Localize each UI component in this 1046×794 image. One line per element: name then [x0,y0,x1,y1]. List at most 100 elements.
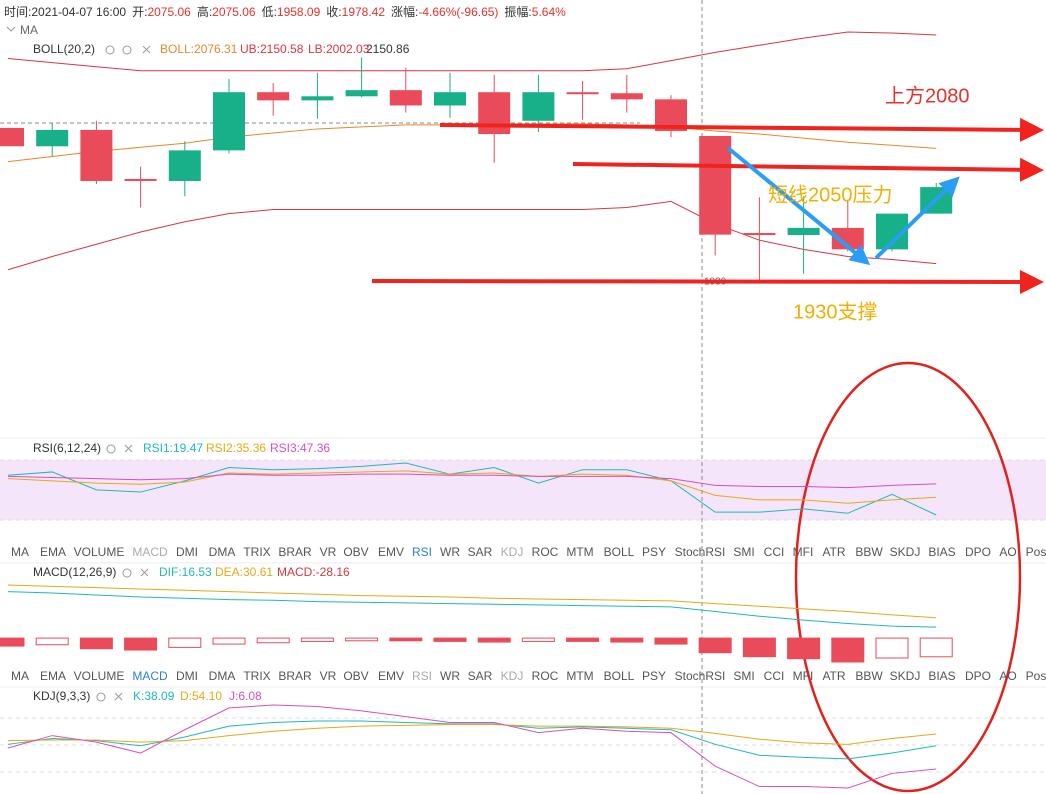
candle-body [0,127,24,147]
header-value: 1958.09 [277,5,321,19]
macd-bar [831,637,865,663]
indicator-tab[interactable]: MA [11,669,29,683]
macd-bar [300,637,334,642]
indicator-tab[interactable]: MTM [566,545,593,559]
indicator-tab[interactable]: MTM [566,669,593,683]
d-label: D:54.10 [180,689,222,703]
header: 时间:2021-04-07 16:00 开:2075.06 高:2075.06 低:1… [4,4,566,19]
rsi2-label: RSI2:35.36 [206,441,266,455]
indicator-tab[interactable]: MACD [132,669,168,683]
indicator-tab[interactable]: VR [320,545,337,559]
indicator-tab[interactable]: DPO [965,545,991,559]
indicator-tab[interactable]: DPO [965,669,991,683]
header-label: 高: [197,4,212,19]
indicator-tab[interactable]: AO [999,669,1016,683]
indicator-tab[interactable]: Pos [1026,545,1046,559]
indicator-tab[interactable]: CCI [764,669,785,683]
indicator-tab[interactable]: BIAS [928,669,955,683]
indicator-tab[interactable]: DMI [176,545,198,559]
indicator-line [7,462,937,516]
macd-bar [35,637,69,646]
indicator-tab[interactable]: ATR [822,669,845,683]
indicator-tab[interactable]: SMI [733,545,754,559]
indicator-tab[interactable]: Pos [1026,669,1046,683]
macd-bar [919,637,953,658]
header-label: 低: [262,5,277,19]
macd-bar [477,637,511,643]
indicator-tab[interactable]: VR [320,669,337,683]
candles [0,31,953,282]
indicator-tab[interactable]: BIAS [928,545,955,559]
indicator-line [7,704,937,789]
indicator-tab[interactable]: ROC [532,545,559,559]
indicator-tab[interactable]: BRAR [278,669,312,683]
indicator-tab[interactable]: WR [440,545,460,559]
indicator-line [7,470,937,504]
candle-body [787,227,820,236]
macd-bar [566,637,600,642]
indicator-tab[interactable]: BOLL [604,669,635,683]
indicator-tab[interactable]: SAR [468,669,493,683]
candle-body [345,90,378,97]
indicator-tab[interactable]: OBV [343,669,368,683]
candle-body [831,227,864,250]
indicator-tab[interactable]: BRAR [278,545,312,559]
indicator-tab[interactable]: VOLUME [74,545,125,559]
indicator-tab[interactable]: SKDJ [890,669,921,683]
dif-label: DIF:16.53 [159,565,212,579]
indicator-tab[interactable]: TRIX [243,669,270,683]
indicator-tab[interactable]: ROC [532,669,559,683]
indicator-tab[interactable]: StochRSI [675,545,726,559]
indicator-tab[interactable]: KDJ [501,669,524,683]
indicator-tab[interactable]: MFI [793,545,814,559]
header-label: 时间: [4,5,31,19]
indicator-tab[interactable]: BOLL [604,545,635,559]
indicator-tab[interactable]: CCI [764,545,785,559]
indicator-tab[interactable]: KDJ [501,545,524,559]
indicator-tab[interactable]: PSY [642,545,666,559]
indicator-tab[interactable]: EMV [378,669,404,683]
indicator-tab[interactable]: VOLUME [74,669,125,683]
boll-mid: BOLL:2076.31 [160,42,238,56]
indicator-tab[interactable]: PSY [642,669,666,683]
candle-body [478,92,511,135]
candle-body [168,150,201,181]
indicator-tab[interactable]: MA [11,545,29,559]
candle-body [213,92,245,151]
max-marker: 2150.86 [366,42,410,56]
pane-icons[interactable] [6,26,151,702]
indicator-tab[interactable]: DMA [209,669,236,683]
indicator-tab[interactable]: SAR [468,545,493,559]
macd-title: MACD(12,26,9) [33,565,116,579]
macd-bar [79,637,113,650]
indicator-tab[interactable]: TRIX [243,545,270,559]
indicator-tab[interactable]: SKDJ [890,545,921,559]
indicator-tab[interactable]: EMA [40,669,66,683]
indicator-tab[interactable]: WR [440,669,460,683]
indicator-tab[interactable]: EMV [378,545,404,559]
header-label: 涨幅: [391,4,418,19]
indicator-tab[interactable]: RSI [412,669,432,683]
header-value: 5.64% [532,5,566,19]
indicator-tab[interactable]: BBW [855,669,883,683]
indicator-tab[interactable]: MACD [132,545,168,559]
indicator-tab[interactable]: DMI [176,669,198,683]
indicator-tab[interactable]: BBW [855,545,883,559]
indicator-tab[interactable]: DMA [209,545,236,559]
indicator-tab[interactable]: StochRSI [675,669,726,683]
indicator-tab[interactable]: AO [999,545,1016,559]
indicator-tab[interactable]: MFI [793,669,814,683]
indicator-tab[interactable]: ATR [822,545,845,559]
indicator-tab[interactable]: SMI [733,669,754,683]
header-label: 振幅: [504,4,531,19]
candle-body [699,136,732,235]
indicator-tab[interactable]: OBV [343,545,368,559]
boll-lb: LB:2002.03 [308,42,370,56]
indicator-tab[interactable]: EMA [40,545,66,559]
rsi-band [0,460,1046,520]
boll-title: BOLL(20,2) [33,42,95,56]
indicator-tab[interactable]: RSI [412,545,432,559]
candle-body [80,129,113,181]
macd-bar [787,637,821,660]
